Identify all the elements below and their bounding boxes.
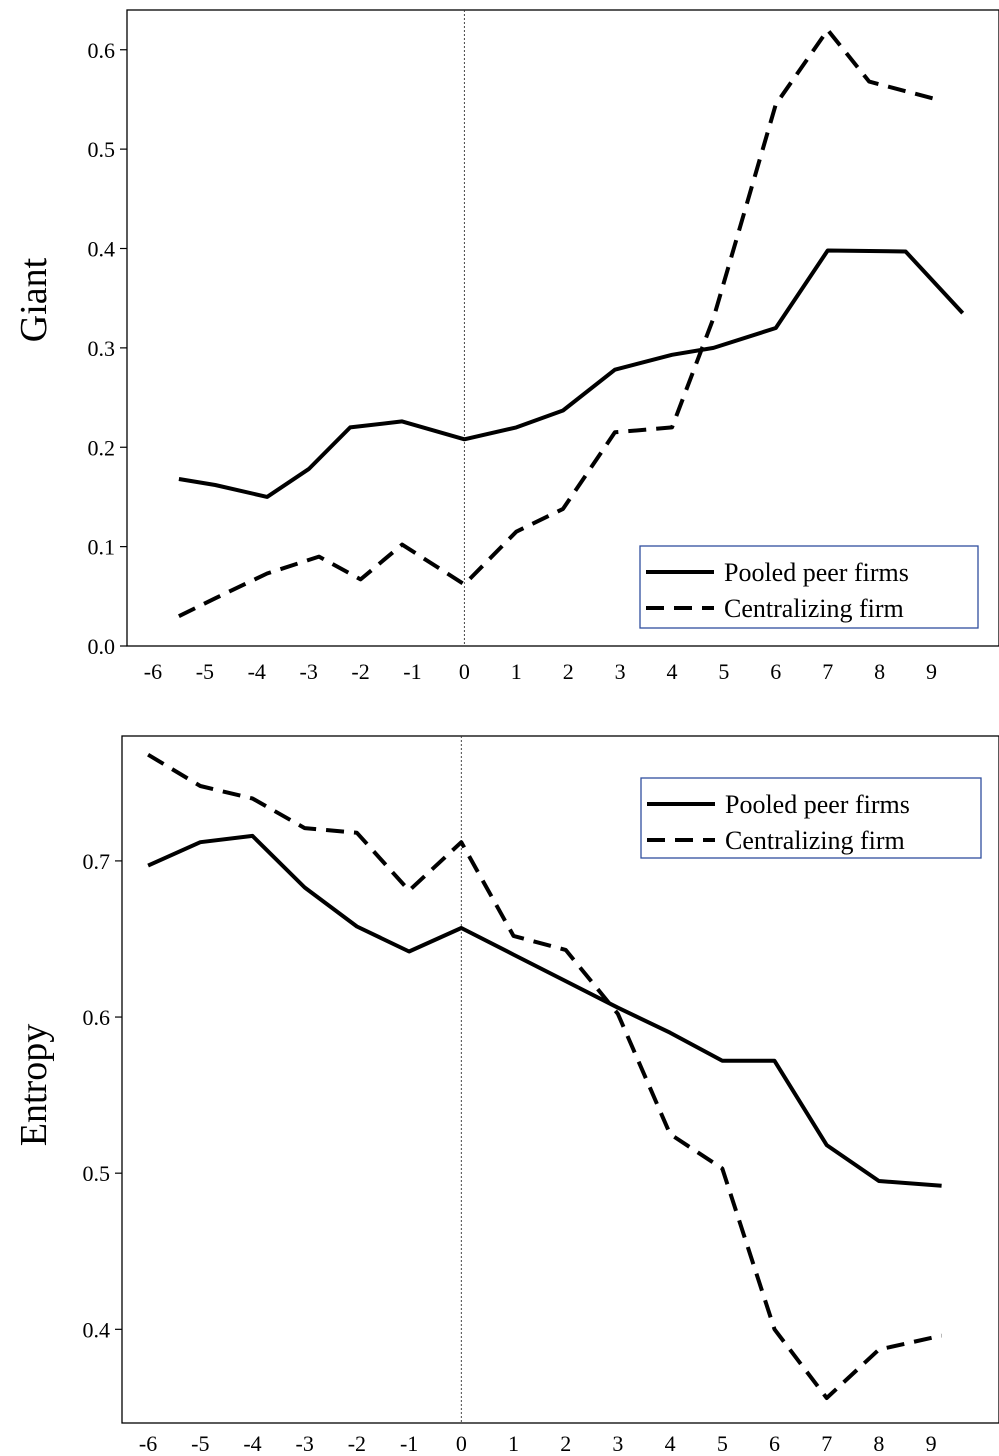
chart-panel-2: 0.4 0.5 0.6 0.7 -6 -5 -4 -3 -2 -1 0 1 2 3 4 5 6 7 8 9 Entrop… [13, 735, 999, 1456]
x-tick-label: 1 [511, 659, 522, 684]
legend-label: Pooled peer firms [724, 558, 909, 587]
series-line-centralizing-firm [178, 27, 938, 618]
y-tick-label: 0.4 [88, 237, 116, 262]
legend: Pooled peer firms Centralizing firm [639, 545, 979, 629]
x-tick-label: 7 [822, 659, 833, 684]
x-tick-label: 4 [665, 1431, 676, 1456]
x-tick-label: -6 [139, 1431, 157, 1456]
y-tick-label: 0.5 [83, 1161, 111, 1186]
x-tick-label: 3 [612, 1431, 623, 1456]
y-tick-label: 0.4 [83, 1317, 111, 1342]
y-axis-label: Entropy [13, 1024, 55, 1146]
x-tick-label: 4 [667, 659, 678, 684]
x-tick-label: 9 [926, 659, 937, 684]
legend-box [640, 777, 982, 859]
y-axis-label: Giant [13, 257, 55, 342]
x-tick-label: -2 [351, 659, 369, 684]
y-tick-label: 0.3 [88, 336, 116, 361]
legend-label: Centralizing firm [725, 826, 905, 855]
x-tick-label: 6 [769, 1431, 780, 1456]
x-tick-label: -1 [403, 659, 421, 684]
series-line-pooled-peer-firms [178, 248, 965, 499]
y-tick-label: 0.7 [83, 849, 111, 874]
x-tick-label: 7 [821, 1431, 832, 1456]
x-tick-label: -1 [400, 1431, 418, 1456]
x-tick-label: 5 [717, 1431, 728, 1456]
x-tick-label: 0 [456, 1431, 467, 1456]
plot-frame [121, 735, 999, 1424]
x-tick-label: -3 [296, 1431, 314, 1456]
legend: Pooled peer firms Centralizing firm [640, 777, 982, 859]
x-tick-label: -4 [248, 659, 266, 684]
series-line-centralizing-firm [147, 752, 943, 1400]
x-tick-label: -2 [348, 1431, 366, 1456]
y-tick-label: 0.6 [83, 1005, 111, 1030]
x-tick-label: 2 [563, 659, 574, 684]
x-tick-label: 8 [874, 659, 885, 684]
series-line-pooled-peer-firms [147, 833, 942, 1188]
legend-box [639, 545, 979, 629]
y-tick-label: 0.0 [88, 634, 116, 659]
chart-panel-1: 0.0 0.1 0.2 0.3 0.4 0.5 0.6 -6 -5 -4 -3 -2 -1 0 1 2 3 4 5 6… [13, 9, 999, 684]
y-tick-label: 0.2 [88, 435, 116, 460]
x-tick-label: 2 [560, 1431, 571, 1456]
y-tick-label: 0.5 [88, 137, 116, 162]
x-tick-label: 6 [770, 659, 781, 684]
plot-frame [126, 9, 999, 647]
x-tick-label: -4 [243, 1431, 261, 1456]
x-tick-label: -6 [144, 659, 162, 684]
x-tick-label: -5 [191, 1431, 209, 1456]
y-tick-label: 0.6 [88, 38, 116, 63]
y-tick-label: 0.1 [88, 535, 116, 560]
x-tick-label: 0 [459, 659, 470, 684]
x-tick-label: -3 [300, 659, 318, 684]
x-tick-label: 5 [718, 659, 729, 684]
x-tick-label: 1 [508, 1431, 519, 1456]
legend-label: Centralizing firm [724, 594, 904, 623]
x-tick-label: 9 [926, 1431, 937, 1456]
x-tick-label: 8 [873, 1431, 884, 1456]
x-tick-label: -5 [196, 659, 214, 684]
x-tick-label: 3 [615, 659, 626, 684]
legend-label: Pooled peer firms [725, 790, 910, 819]
